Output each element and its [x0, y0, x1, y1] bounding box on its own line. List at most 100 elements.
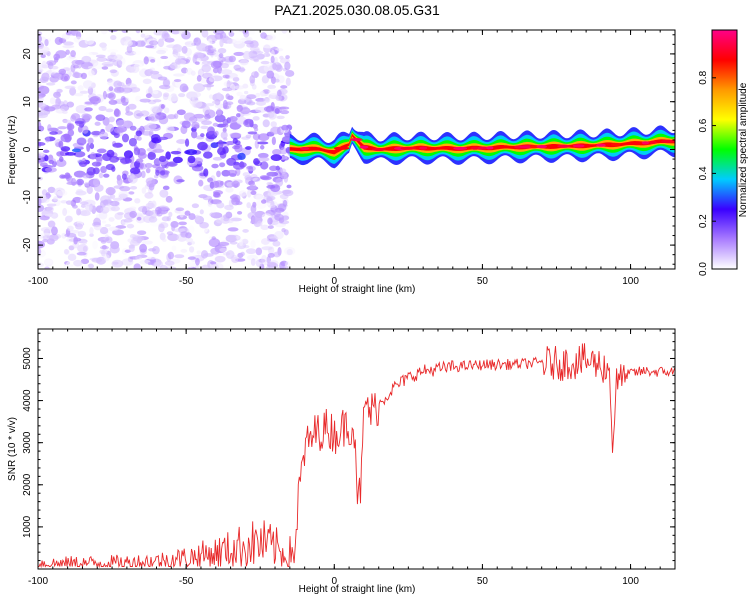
spectrogram-noise-blob — [105, 108, 114, 113]
spectrogram-noise-blob — [146, 122, 157, 130]
spectrogram-peak — [661, 139, 675, 143]
spectrogram-noise-blob — [141, 240, 153, 245]
spectrogram-noise-blob — [110, 206, 120, 212]
spectrogram-noise-blob — [255, 92, 261, 98]
spectrogram-noise-blob — [267, 217, 273, 225]
spectrogram-noise-blob — [57, 126, 67, 130]
spectrogram-noise-blob — [212, 122, 219, 127]
spectrogram-noise-blob — [173, 228, 186, 233]
spectrogram-noise-blob — [223, 81, 234, 88]
spectrogram-noise-blob — [232, 145, 241, 150]
spectrogram-noise-blob — [89, 227, 94, 235]
spectrogram-noise-blob — [156, 57, 162, 67]
spectrogram-noise-blob — [270, 49, 275, 58]
spectrogram-noise-blob — [247, 189, 252, 198]
spectrogram-noise-blob — [194, 214, 201, 221]
spectrogram-noise-blob — [167, 114, 177, 120]
spectrogram-noise-blob — [254, 139, 260, 149]
spectrogram-noise-blob — [76, 208, 81, 216]
spectrogram-noise-blob — [46, 205, 54, 213]
spectrogram-noise-blob — [267, 225, 274, 229]
snr-y-tick-label: 1000 — [22, 515, 33, 538]
spectrogram-noise-blob — [255, 194, 264, 202]
spectrogram-noise-blob — [135, 130, 142, 137]
spectrogram-noise-blob — [71, 113, 81, 120]
spectrogram-noise-blob — [115, 119, 128, 128]
spectrogram-noise-blob — [281, 215, 290, 221]
spectrogram-noise-blob — [210, 142, 219, 149]
spectrogram-noise-blob — [38, 197, 42, 206]
spectrogram-noise-blob — [267, 84, 277, 90]
spectrogram-noise-blob — [49, 97, 56, 105]
spectrogram-noise-blob — [38, 142, 46, 146]
spectrogram-noise-blob — [201, 64, 212, 73]
spectrogram-noise-blob — [249, 46, 260, 52]
spectrogram-noise-blob — [272, 148, 282, 156]
snr-series-line — [38, 343, 675, 569]
spectrogram-noise-blob — [170, 150, 182, 155]
spectrogram-peak — [350, 138, 363, 142]
spectrogram-noise-blob — [225, 187, 234, 193]
spectrogram-noise-blob — [118, 190, 129, 199]
spectrogram-noise-blob — [256, 100, 267, 106]
spectrogram-noise-blob — [279, 110, 290, 115]
spectrogram-noise-blob — [205, 103, 215, 107]
spectrogram-noise-blob — [105, 187, 116, 196]
spectrogram-noise-blob — [76, 251, 87, 256]
spectrogram-noise-blob — [239, 94, 247, 101]
spectrogram-noise-blob — [222, 99, 228, 109]
spectrogram-noise-blob — [260, 199, 267, 204]
spectrogram-noise-blob — [255, 259, 263, 268]
spectrogram-noise-blob — [231, 180, 240, 188]
spectrogram-noise-blob — [163, 107, 170, 114]
spectrogram-noise-blob — [175, 207, 185, 212]
spectrogram-noise-blob — [209, 204, 217, 213]
spectrogram-noise-blob — [159, 189, 169, 198]
spectrogram-noise-blob — [262, 119, 270, 128]
spectrogram-peak — [486, 146, 494, 150]
spectrogram-noise-blob — [42, 149, 50, 153]
snr-y-label: SNR (10 * v/v) — [7, 417, 18, 481]
spectrogram-noise-blob — [158, 84, 171, 90]
spectrogram-noise-blob — [235, 235, 240, 240]
spectrogram-noise-blob — [139, 98, 151, 103]
spectrogram-noise-blob — [269, 236, 279, 240]
spectrogram-noise-blob — [38, 46, 50, 53]
spectrogram-noise-blob — [274, 78, 280, 83]
spectrogram-noise-blob — [56, 190, 68, 197]
spectrogram-noise-blob — [191, 121, 200, 129]
spectrogram-noise-blob — [77, 85, 84, 91]
spectrogram-noise-blob — [185, 149, 198, 156]
spectrogram-noise-blob — [126, 223, 135, 229]
spectrogram-noise-blob — [84, 36, 95, 45]
spectrogram-noise-blob — [84, 101, 96, 105]
spectrogram-noise-blob — [66, 56, 75, 61]
spectrogram-noise-blob — [273, 56, 279, 65]
spectrogram-noise-blob — [178, 30, 185, 35]
spectrogram-noise-blob — [268, 88, 280, 96]
spectrogram-noise-blob — [179, 83, 189, 93]
spectrogram-noise-blob — [38, 152, 45, 159]
spectrogram-noise-blob — [189, 246, 195, 253]
spectrogram-noise-blob — [70, 229, 80, 234]
spectrogram-peak — [648, 140, 657, 144]
spectrogram-noise-blob — [128, 86, 141, 93]
spectrogram-noise-blob — [96, 56, 108, 62]
spectrogram-noise-blob — [39, 162, 48, 167]
spectrogram-noise-blob — [275, 94, 282, 102]
spectrogram-noise-blob — [259, 90, 265, 98]
spectrogram-noise-blob — [100, 30, 108, 35]
spectrogram-noise-blob — [163, 92, 170, 98]
spectrogram-noise-blob — [153, 261, 161, 269]
snr-y-tick-label: 2000 — [22, 473, 33, 496]
spectrogram-noise-blob — [257, 141, 269, 145]
spectrogram-noise-blob — [45, 167, 57, 173]
spectrogram-peak — [300, 146, 310, 151]
spectrogram-noise-blob — [249, 183, 257, 190]
spectrogram-noise-blob — [267, 204, 276, 208]
spectrogram-noise-blob — [67, 123, 75, 131]
spectrogram-peak — [400, 146, 417, 150]
spectrogram-noise-blob — [40, 226, 53, 232]
spectrogram-noise-blob — [70, 30, 79, 37]
spectrogram-noise-blob — [216, 108, 222, 116]
